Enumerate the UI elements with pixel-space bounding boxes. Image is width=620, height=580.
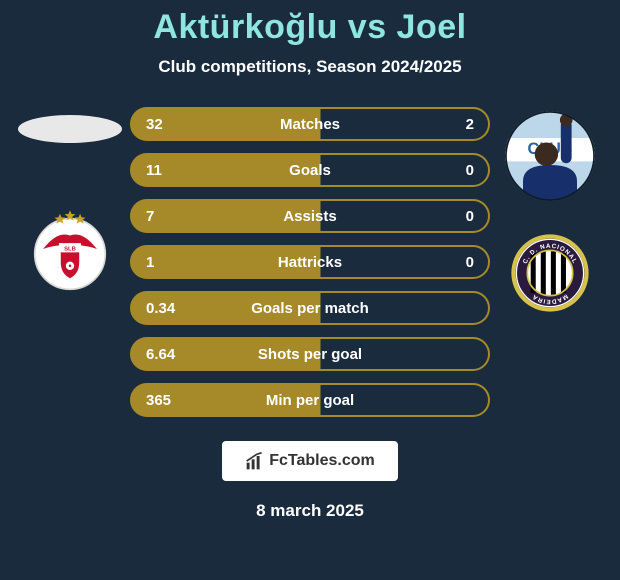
stat-right-value: 0 (398, 254, 488, 271)
stat-label: Min per goal (222, 392, 398, 409)
comparison-main: SLB 32Matches211Goals07Assists01Hattrick… (0, 107, 620, 417)
svg-text:SLB: SLB (64, 247, 76, 253)
stat-row: 7Assists0 (130, 199, 490, 233)
right-player-avatar: CLUB (505, 111, 595, 201)
stat-row: 0.34Goals per match (130, 291, 490, 325)
stat-label: Shots per goal (222, 346, 398, 363)
stat-left-value: 11 (132, 162, 222, 179)
stat-left-value: 32 (132, 116, 222, 133)
left-player-column: SLB (10, 107, 130, 291)
stat-left-value: 1 (132, 254, 222, 271)
right-player-photo-icon: CLUB (505, 111, 595, 201)
subtitle: Club competitions, Season 2024/2025 (158, 57, 461, 77)
stat-row: 32Matches2 (130, 107, 490, 141)
stat-label: Matches (222, 116, 398, 133)
benfica-badge-icon: SLB (28, 207, 112, 291)
left-player-avatar (18, 115, 122, 143)
stat-label: Hattricks (222, 254, 398, 271)
date-label: 8 march 2025 (256, 501, 364, 521)
stat-label: Goals per match (222, 300, 398, 317)
stats-column: 32Matches211Goals07Assists01Hattricks00.… (130, 107, 490, 417)
stat-left-value: 6.64 (132, 346, 222, 363)
stat-right-value: 0 (398, 162, 488, 179)
fctables-logo-text: FcTables.com (269, 452, 375, 470)
page-title: Aktürkoğlu vs Joel (153, 8, 466, 47)
stat-row: 365Min per goal (130, 383, 490, 417)
nacional-badge-icon: C. D. NACIONAL MADEIRA (508, 231, 592, 315)
stat-row: 11Goals0 (130, 153, 490, 187)
right-player-column: CLUB (490, 107, 610, 315)
fctables-logo[interactable]: FcTables.com (222, 441, 398, 481)
stat-label: Goals (222, 162, 398, 179)
right-club-badge: C. D. NACIONAL MADEIRA (508, 231, 592, 315)
left-club-badge: SLB (28, 207, 112, 291)
stat-left-value: 365 (132, 392, 222, 409)
stat-right-value: 0 (398, 208, 488, 225)
stat-left-value: 7 (132, 208, 222, 225)
chart-icon (245, 451, 265, 471)
stat-row: 6.64Shots per goal (130, 337, 490, 371)
stat-label: Assists (222, 208, 398, 225)
stat-left-value: 0.34 (132, 300, 222, 317)
stat-row: 1Hattricks0 (130, 245, 490, 279)
stat-right-value: 2 (398, 116, 488, 133)
